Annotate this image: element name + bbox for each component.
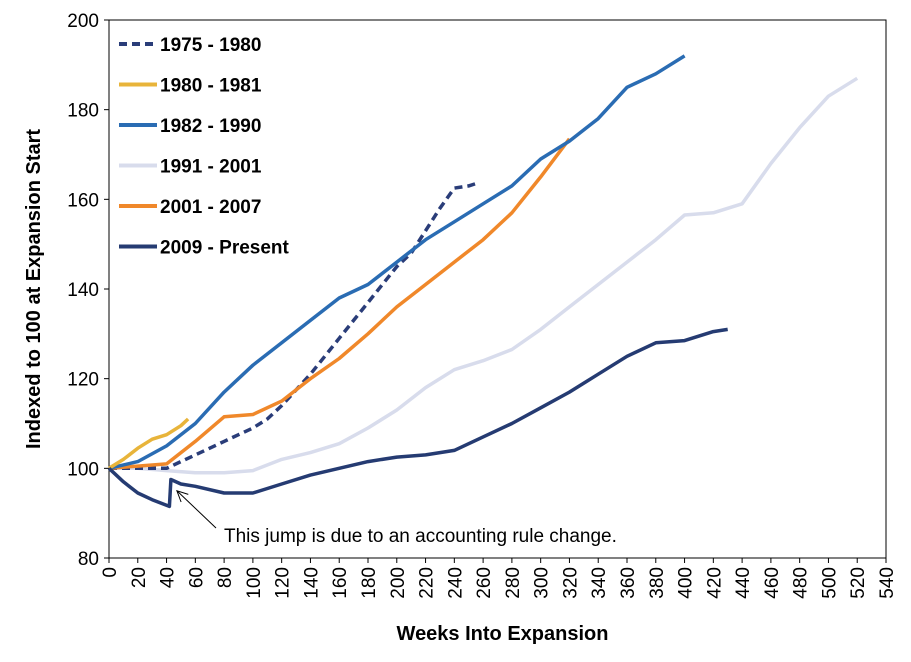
x-tick-label: 520: [848, 567, 869, 599]
x-tick-label: 20: [129, 567, 150, 588]
legend-label: 1975 - 1980: [160, 35, 261, 56]
x-tick-label: 160: [330, 567, 351, 599]
legend: 1975 - 1980 1980 - 1981 1982 - 1990 1991 - …: [119, 35, 290, 259]
x-axis-tick-labels: 0 20 40 60 80 100 120 140 160 180 200 220 240 260 280 3…: [100, 567, 898, 599]
series-lines: [107, 54, 859, 509]
x-tick-label: 180: [359, 567, 380, 599]
y-tick-label: 80: [78, 549, 99, 570]
y-tick-label: 160: [67, 190, 99, 211]
y-tick-label: 120: [67, 370, 99, 391]
x-tick-label: 440: [733, 567, 754, 599]
legend-label: 2001 - 2007: [160, 197, 261, 218]
x-tick-label: 200: [388, 567, 409, 599]
y-tick-label: 200: [67, 11, 99, 32]
x-tick-label: 320: [560, 567, 581, 599]
series-line-1980-1981: [108, 417, 190, 470]
x-tick-label: 420: [704, 567, 725, 599]
annotation-text: This jump is due to an accounting rule c…: [224, 526, 617, 547]
y-tick-label: 180: [67, 101, 99, 122]
x-tick-label: 380: [647, 567, 668, 599]
annotation: This jump is due to an accounting rule c…: [176, 490, 617, 547]
x-tick-label: 300: [532, 567, 553, 599]
x-tick-label: 60: [186, 567, 207, 588]
x-tick-label: 100: [244, 567, 265, 599]
x-tick-label: 340: [589, 567, 610, 599]
series-line-1982-1990: [108, 54, 686, 471]
x-axis-title: Weeks Into Expansion: [397, 623, 609, 645]
legend-label: 1991 - 2001: [160, 157, 262, 178]
x-tick-label: 500: [819, 567, 840, 599]
series-line-1991-2001: [109, 76, 859, 475]
annotation-arrow-head: [176, 490, 189, 503]
x-tick-label: 220: [417, 567, 438, 599]
x-tick-label: 80: [215, 567, 236, 588]
x-tick-label: 480: [791, 567, 812, 599]
series-line-2009-present: [107, 327, 728, 509]
y-tick-label: 100: [67, 459, 99, 480]
annotation-arrow: [176, 490, 217, 529]
series-line-2001-2007: [108, 137, 571, 471]
x-tick-label: 140: [301, 567, 322, 599]
y-tick-label: 140: [67, 280, 99, 301]
legend-label: 1982 - 1990: [160, 116, 261, 137]
y-axis-title: Indexed to 100 at Expansion Start: [23, 129, 45, 449]
plot-area: [108, 19, 887, 559]
series-line-1975-1980: [109, 181, 477, 471]
x-tick-label: 40: [158, 567, 179, 588]
x-tick-label: 120: [273, 567, 294, 599]
legend-label: 2009 - Present: [160, 238, 290, 259]
x-tick-label: 280: [503, 567, 524, 599]
x-tick-label: 240: [445, 567, 466, 599]
legend-label: 1980 - 1981: [160, 76, 262, 97]
axis-ticks: [104, 19, 887, 563]
x-tick-label: 400: [676, 567, 697, 599]
x-tick-label: 360: [618, 567, 639, 599]
y-axis-tick-labels: 80 100 120 140 160 180 200: [67, 11, 99, 570]
x-tick-label: 260: [474, 567, 495, 599]
x-tick-label: 540: [877, 567, 898, 599]
x-tick-label: 460: [762, 567, 783, 599]
x-tick-label: 0: [100, 567, 121, 578]
